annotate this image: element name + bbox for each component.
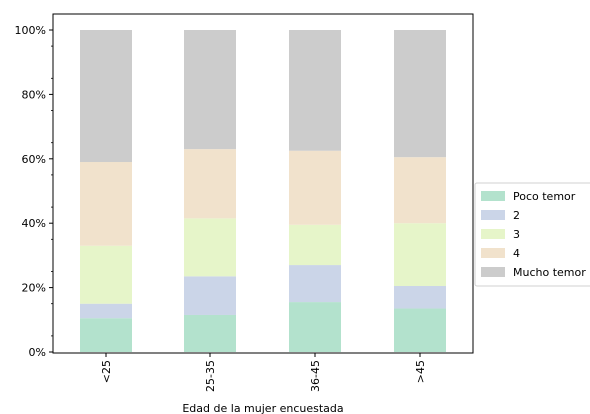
x-tick-label: 36-45 xyxy=(309,360,322,392)
bar-segment-5-cat-4 xyxy=(394,30,446,158)
bar-segment-3-cat-4 xyxy=(394,223,446,286)
legend-label: Mucho temor xyxy=(513,266,586,279)
bar-segment-5-cat-1 xyxy=(80,30,132,163)
bar-segment-4-cat-4 xyxy=(394,157,446,224)
bar-segment-3-cat-1 xyxy=(80,245,132,304)
x-tick-label: 25-35 xyxy=(204,360,217,392)
bar-segment-2-cat-4 xyxy=(394,285,446,309)
x-axis: <25 25-35 36-45 >45 xyxy=(100,353,427,392)
y-tick-label: 80% xyxy=(22,88,46,101)
legend-swatch xyxy=(481,267,505,277)
bar-segment-5-cat-3 xyxy=(289,30,341,151)
legend-label: 2 xyxy=(513,209,520,222)
legend-label: 3 xyxy=(513,228,520,241)
plot-frame xyxy=(52,13,474,354)
y-axis: 0% 20% 40% 60% 80% 100% xyxy=(15,24,53,359)
bar-segment-1-cat-3 xyxy=(289,302,341,352)
legend-swatch xyxy=(481,191,505,201)
x-tick-label: <25 xyxy=(100,360,113,383)
bar-segment-3-cat-2 xyxy=(184,218,236,277)
legend-box xyxy=(474,182,590,287)
bar-segment-3-cat-3 xyxy=(289,224,341,266)
bar-segment-4-cat-1 xyxy=(80,162,132,246)
y-tick-label: 40% xyxy=(22,217,46,230)
x-tick-label: >45 xyxy=(414,360,427,383)
bar-segment-2-cat-3 xyxy=(289,265,341,303)
bar-segment-4-cat-3 xyxy=(289,150,341,225)
legend-swatch xyxy=(481,248,505,258)
legend-swatch xyxy=(481,210,505,220)
bar-segment-5-cat-2 xyxy=(184,30,236,150)
y-tick-label: 100% xyxy=(15,24,46,37)
bar-segment-2-cat-1 xyxy=(80,303,132,319)
y-tick-label: 60% xyxy=(22,153,46,166)
bar-segment-2-cat-2 xyxy=(184,276,236,315)
y-tick-label: 20% xyxy=(22,282,46,295)
bar-segment-4-cat-2 xyxy=(184,149,236,219)
bar-segment-1-cat-2 xyxy=(184,314,236,352)
y-tick-label: 0% xyxy=(29,346,46,359)
bar-segment-1-cat-1 xyxy=(80,318,132,352)
bar-segment-1-cat-4 xyxy=(394,308,446,352)
legend-label: 4 xyxy=(513,247,520,260)
legend: Poco temor 2 3 4 Mucho temor xyxy=(474,182,590,287)
legend-label: Poco temor xyxy=(513,190,576,203)
x-axis-label: Edad de la mujer encuestada xyxy=(182,402,343,414)
legend-swatch xyxy=(481,229,505,239)
bars-layer xyxy=(80,30,446,352)
